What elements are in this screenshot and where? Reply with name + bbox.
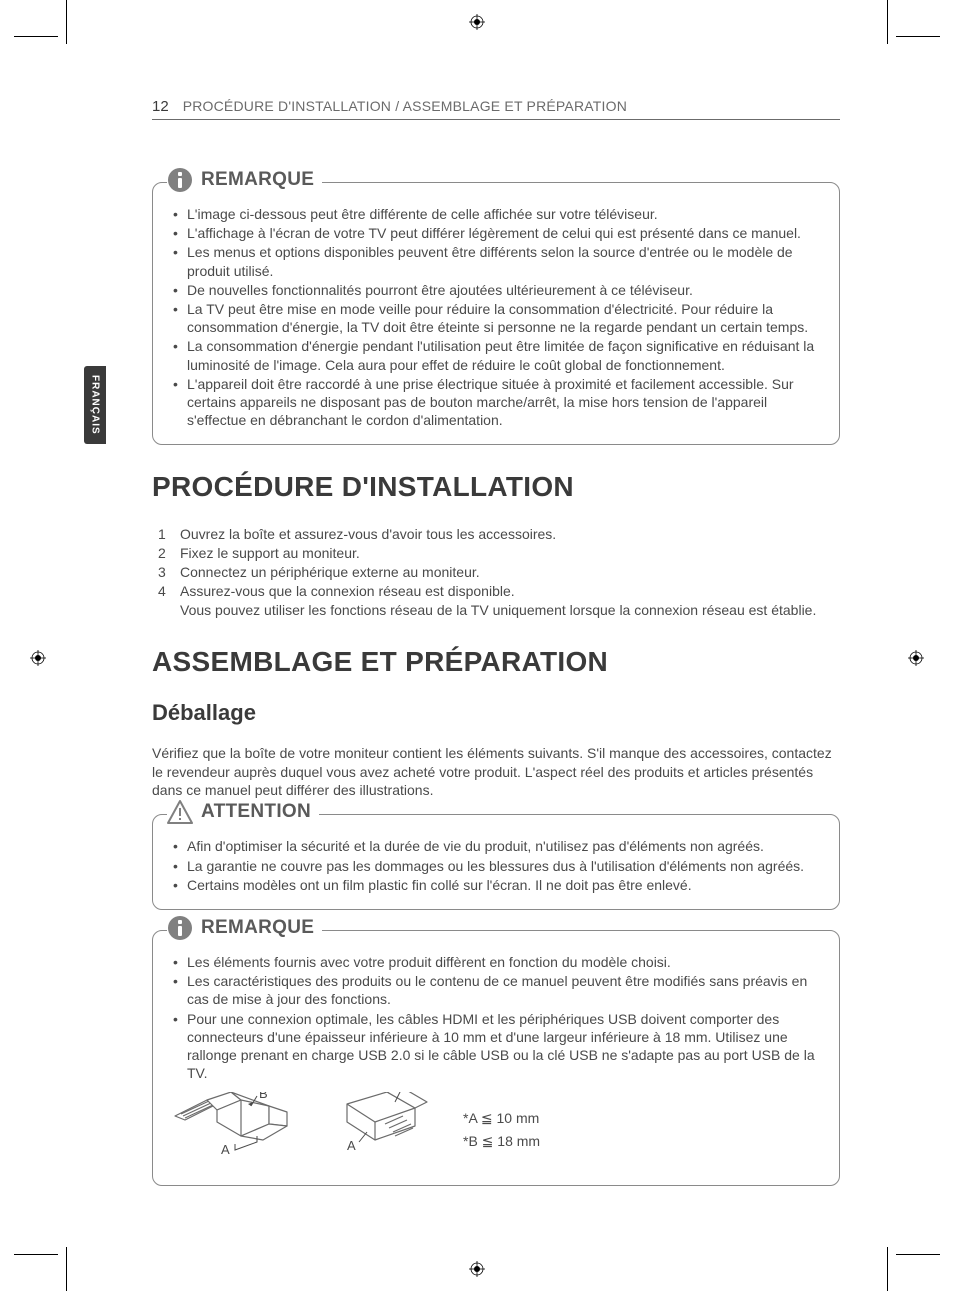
language-tab-label: FRANÇAIS	[90, 375, 101, 435]
hdmi-connector-icon: B A	[173, 1092, 293, 1167]
header-title: PROCÉDURE D'INSTALLATION / ASSEMBLAGE ET…	[183, 98, 627, 114]
crop-mark	[66, 0, 67, 44]
remarque-list: Les éléments fournis avec votre produit …	[167, 953, 825, 1082]
list-item: Pour une connexion optimale, les câbles …	[171, 1010, 825, 1083]
section-assemble-title: ASSEMBLAGE ET PRÉPARATION	[152, 646, 840, 678]
dim-label-b: B	[403, 1092, 412, 1095]
list-item: L'affichage à l'écran de votre TV peut d…	[171, 224, 825, 242]
dim-label-b: B	[259, 1092, 268, 1101]
crop-mark	[14, 1254, 58, 1255]
info-icon	[167, 915, 193, 941]
crop-mark	[896, 1254, 940, 1255]
dim-a-text: *A ≦ 10 mm	[463, 1107, 540, 1129]
list-item: Afin d'optimiser la sécurité et la durée…	[171, 837, 825, 855]
list-item: La garantie ne couvre pas les dommages o…	[171, 857, 825, 875]
attention-box: ATTENTION Afin d'optimiser la sécurité e…	[152, 814, 840, 910]
page-number: 12	[152, 98, 169, 115]
list-item: L'image ci-dessous peut être différente …	[171, 205, 825, 223]
list-item: Connectez un périphérique externe au mon…	[156, 563, 840, 582]
usb-connector-icon: B A	[323, 1092, 433, 1167]
info-icon	[167, 167, 193, 193]
registration-mark-icon	[469, 14, 485, 30]
list-item: Fixez le support au moniteur.	[156, 544, 840, 563]
subsection-unpack-title: Déballage	[152, 700, 840, 726]
step-continuation: Vous pouvez utiliser les fonctions résea…	[180, 601, 840, 620]
remarque-list: L'image ci-dessous peut être différente …	[167, 205, 825, 429]
list-item: Assurez-vous que la connexion réseau est…	[156, 582, 840, 620]
crop-mark	[14, 36, 58, 37]
dim-label-a: A	[347, 1138, 356, 1153]
remarque-title: REMARQUE	[201, 917, 314, 939]
registration-mark-icon	[469, 1261, 485, 1277]
list-item: Les menus et options disponibles peuvent…	[171, 243, 825, 279]
step-text: Assurez-vous que la connexion réseau est…	[180, 583, 515, 599]
attention-list: Afin d'optimiser la sécurité et la durée…	[167, 837, 825, 894]
registration-mark-icon	[30, 650, 46, 666]
connector-dimensions: *A ≦ 10 mm *B ≦ 18 mm	[463, 1107, 540, 1152]
section-install-title: PROCÉDURE D'INSTALLATION	[152, 471, 840, 503]
list-item: La TV peut être mise en mode veille pour…	[171, 300, 825, 336]
crop-mark	[896, 36, 940, 37]
remarque-box-1: REMARQUE L'image ci-dessous peut être di…	[152, 182, 840, 445]
remarque-box-2: REMARQUE Les éléments fournis avec votre…	[152, 930, 840, 1186]
list-item: De nouvelles fonctionnalités pourront êt…	[171, 281, 825, 299]
unpack-paragraph: Vérifiez que la boîte de votre moniteur …	[152, 744, 840, 801]
install-steps: Ouvrez la boîte et assurez-vous d'avoir …	[152, 525, 840, 619]
crop-mark	[887, 0, 888, 44]
list-item: Ouvrez la boîte et assurez-vous d'avoir …	[156, 525, 840, 544]
list-item: Certains modèles ont un film plastic fin…	[171, 876, 825, 894]
registration-mark-icon	[908, 650, 924, 666]
list-item: Les caractéristiques des produits ou le …	[171, 972, 825, 1008]
language-tab: FRANÇAIS	[84, 366, 106, 444]
list-item: L'appareil doit être raccordé à une pris…	[171, 375, 825, 430]
remarque-title: REMARQUE	[201, 169, 314, 191]
list-item: La consommation d'énergie pendant l'util…	[171, 337, 825, 373]
connector-diagram-row: B A	[167, 1092, 825, 1167]
attention-title: ATTENTION	[201, 801, 311, 823]
list-item: Les éléments fournis avec votre produit …	[171, 953, 825, 971]
dim-label-a: A	[221, 1142, 230, 1157]
page-header: 12 PROCÉDURE D'INSTALLATION / ASSEMBLAGE…	[152, 98, 840, 120]
dim-b-text: *B ≦ 18 mm	[463, 1130, 540, 1152]
crop-mark	[887, 1247, 888, 1291]
warning-icon	[167, 799, 193, 825]
crop-mark	[66, 1247, 67, 1291]
